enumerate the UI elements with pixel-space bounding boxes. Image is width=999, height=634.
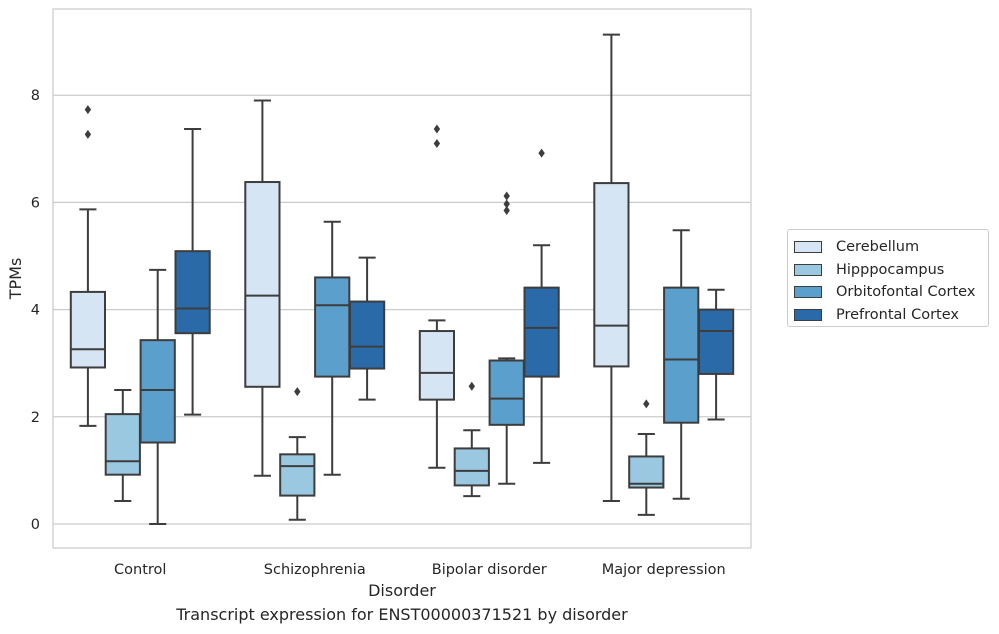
box-hipppocampus-control bbox=[104, 389, 141, 502]
box-cerebellum-control bbox=[69, 105, 107, 427]
box-body bbox=[174, 250, 211, 335]
legend-entry-orbitofontal-cortex: Orbitofontal Cortex bbox=[794, 281, 988, 304]
box-body bbox=[244, 181, 281, 388]
box-body bbox=[279, 453, 316, 497]
box-body bbox=[314, 276, 351, 378]
y-tick-label: 2 bbox=[31, 410, 40, 426]
x-tick-label: Major depression bbox=[602, 562, 726, 578]
box-body bbox=[453, 447, 490, 487]
box-body bbox=[593, 182, 630, 368]
y-tick-label: 0 bbox=[31, 517, 40, 533]
legend-swatch-prefrontal-cortex bbox=[794, 308, 822, 321]
legend-entry-prefrontal-cortex: Prefrontal Cortex bbox=[794, 304, 988, 327]
x-tick-label: Control bbox=[114, 562, 166, 578]
legend-label-cerebellum: Cerebellum bbox=[836, 239, 920, 256]
x-axis-label: Disorder bbox=[368, 581, 436, 600]
box-body bbox=[663, 286, 700, 424]
box-orbitofontal-cortex-major-depression bbox=[663, 229, 700, 500]
outlier-point bbox=[468, 381, 475, 391]
box-prefrontal-cortex-control bbox=[174, 127, 211, 416]
x-tick-label: Schizophrenia bbox=[264, 562, 366, 578]
outlier-point bbox=[84, 129, 92, 139]
x-tick-label: Bipolar disorder bbox=[432, 562, 547, 578]
box-orbitofontal-cortex-bipolar-disorder bbox=[488, 191, 525, 485]
legend-label-prefrontal-cortex: Prefrontal Cortex bbox=[836, 306, 959, 323]
y-axis-label: TPMs bbox=[6, 258, 25, 301]
y-tick-labels: 0 2 4 6 8 bbox=[31, 88, 40, 533]
box-body bbox=[69, 290, 107, 369]
y-tick-label: 6 bbox=[31, 195, 40, 211]
legend: Cerebellum Hipppocampus Orbitofontal Cor… bbox=[787, 229, 989, 327]
legend-label-hipppocampus: Hipppocampus bbox=[836, 261, 945, 278]
box-body bbox=[139, 339, 176, 444]
x-tick-labels: Control Schizophrenia Bipolar disorder Majo… bbox=[114, 562, 726, 578]
legend-swatch-hipppocampus bbox=[794, 263, 822, 276]
outlier-point bbox=[84, 105, 92, 115]
boxes bbox=[69, 33, 735, 525]
box-orbitofontal-cortex-control bbox=[139, 268, 176, 525]
plot-frame bbox=[52, 8, 752, 549]
outlier-point bbox=[433, 138, 441, 148]
box-body bbox=[488, 359, 525, 426]
box-hipppocampus-bipolar-disorder bbox=[453, 381, 490, 498]
outlier-point bbox=[503, 199, 510, 209]
outlier-point bbox=[643, 399, 650, 409]
box-body bbox=[348, 300, 386, 370]
box-prefrontal-cortex-bipolar-disorder bbox=[523, 148, 560, 464]
box-body bbox=[628, 455, 665, 489]
box-prefrontal-cortex-schizophrenia bbox=[348, 256, 386, 401]
box-body bbox=[523, 286, 560, 378]
chart-caption: Transcript expression for ENST0000037152… bbox=[176, 605, 628, 624]
legend-swatch-cerebellum bbox=[794, 241, 822, 254]
outlier-point bbox=[503, 191, 510, 201]
outlier-point bbox=[538, 148, 545, 158]
outlier-point bbox=[433, 124, 441, 134]
box-cerebellum-major-depression bbox=[593, 33, 630, 502]
outlier-point bbox=[294, 387, 301, 397]
legend-label-orbitofontal-cortex: Orbitofontal Cortex bbox=[836, 284, 976, 301]
y-tick-label: 4 bbox=[31, 303, 40, 319]
box-prefrontal-cortex-major-depression bbox=[697, 288, 735, 421]
box-hipppocampus-schizophrenia bbox=[279, 387, 316, 521]
legend-entry-cerebellum: Cerebellum bbox=[794, 236, 988, 259]
box-body bbox=[697, 308, 735, 375]
box-cerebellum-bipolar-disorder bbox=[418, 124, 456, 469]
legend-entry-hipppocampus: Hipppocampus bbox=[794, 259, 988, 282]
y-tick-label: 8 bbox=[31, 88, 40, 104]
legend-swatch-orbitofontal-cortex bbox=[794, 286, 822, 299]
box-orbitofontal-cortex-schizophrenia bbox=[314, 220, 351, 476]
box-body bbox=[418, 330, 456, 401]
box-hipppocampus-major-depression bbox=[628, 399, 665, 516]
box-cerebellum-schizophrenia bbox=[244, 99, 281, 477]
outlier-point bbox=[503, 205, 510, 215]
box-body bbox=[104, 413, 141, 476]
